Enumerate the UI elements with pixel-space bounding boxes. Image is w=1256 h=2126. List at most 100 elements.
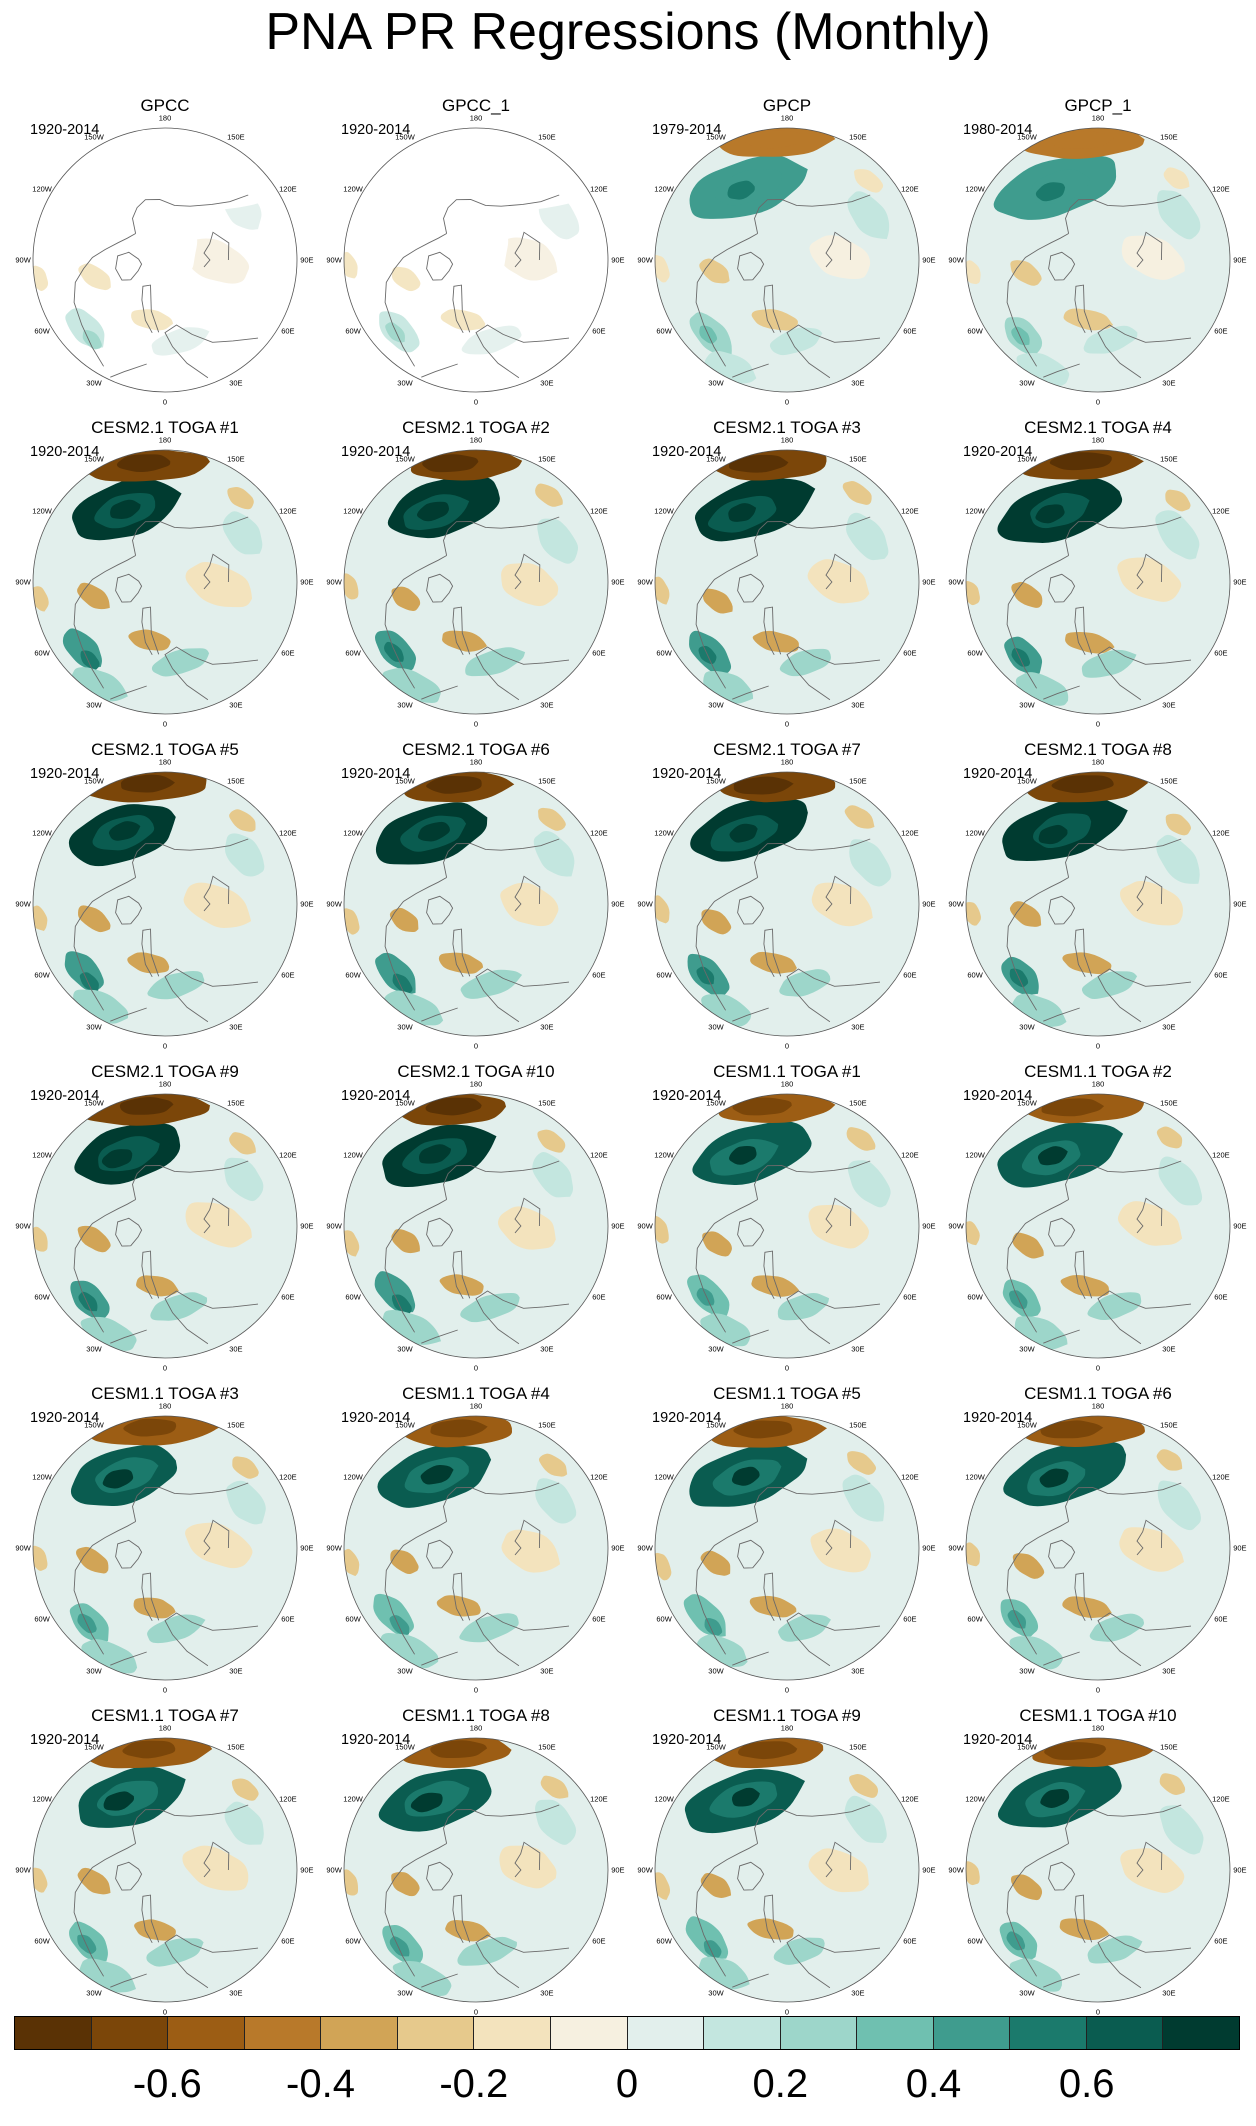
- coastline: [132, 516, 249, 556]
- coastline: [164, 1612, 259, 1667]
- polar-map: 180 150E 120E 90E 60E 30E 0 30W 60W 90W 120W 150W: [326, 436, 624, 729]
- polar-map: 180 150E 120E 90E 60E 30E 0 30W 60W 90W 120W 150W: [15, 114, 313, 407]
- anomaly-great-lakes-dry: [391, 586, 421, 611]
- coastline: [73, 555, 136, 689]
- longitude-label: 30W: [86, 1667, 102, 1676]
- longitude-label: 120W: [654, 1795, 675, 1804]
- longitude-label: 150E: [227, 455, 245, 464]
- anomaly-subtropical-pacific-dry-core: [1049, 452, 1112, 471]
- map-boundary: [965, 1415, 1231, 1681]
- coastline: [141, 1572, 160, 1622]
- longitude-label: 150E: [538, 455, 556, 464]
- colorbar-box: [857, 2017, 934, 2049]
- longitude-label: 60E: [1214, 327, 1227, 336]
- anomaly-great-lakes-dry: [78, 905, 111, 933]
- polar-map: 180 150E 120E 90E 60E 30E 0 30W 60W 90W 120W 150W: [948, 114, 1246, 407]
- anomaly-central-america-dry: [33, 586, 49, 612]
- anomaly-europe-wet: [1087, 1292, 1142, 1321]
- coastline: [514, 1519, 541, 1556]
- map-field: [966, 1416, 1230, 1680]
- longitude-label: 150W: [84, 1099, 105, 1108]
- anomaly-great-lakes-dry: [390, 1549, 419, 1575]
- polar-map: 180 150E 120E 90E 60E 30E 0 30W 60W 90W 120W 150W: [637, 1080, 935, 1373]
- longitude-label: 90W: [15, 256, 31, 265]
- anomaly-siberia-dry: [185, 562, 252, 608]
- colorbar-labels: -0.6 -0.4 -0.2 0 0.2 0.4 0.6: [0, 2060, 1256, 2110]
- longitude-label: 30W: [86, 1345, 102, 1354]
- coastline: [132, 1804, 249, 1844]
- map-panel: GPCC_1 1920-2014 180 150E 120E 90E 60E 30E 0 30W 6…: [321, 96, 631, 418]
- longitude-label: 150W: [706, 1099, 727, 1108]
- longitude-label: 0: [1096, 720, 1100, 729]
- polar-map: 180 150E 120E 90E 60E 30E 0 30W 60W 90W 120W 150W: [15, 1080, 313, 1373]
- longitude-label: 120E: [901, 1473, 919, 1482]
- longitude-label: 90E: [300, 1544, 313, 1553]
- longitude-label: 90W: [637, 1544, 653, 1553]
- longitude-label: 60W: [34, 1937, 50, 1946]
- longitude-label: 120W: [32, 1795, 53, 1804]
- longitude-label: 90E: [922, 900, 935, 909]
- coastline: [695, 877, 758, 1011]
- panel-title: CESM2.1 TOGA #4: [1024, 418, 1172, 437]
- anomaly-east-asia-dry: [232, 1456, 259, 1479]
- coastline: [786, 646, 881, 701]
- longitude-label: 30E: [540, 1667, 553, 1676]
- anomaly-subtropical-pacific-dry-core: [1044, 1742, 1107, 1760]
- coastline: [452, 1572, 471, 1622]
- map-panel: CESM1.1 TOGA #5 1920-2014 180 150E 120E 90E 60…: [632, 1384, 942, 1706]
- map-panel: CESM1.1 TOGA #7 1920-2014 180 150E 120E 90E 60…: [10, 1706, 320, 2028]
- map-panel: CESM2.1 TOGA #2 1920-2014 180 150E 120E 90E 60…: [321, 418, 631, 740]
- longitude-label: 30E: [1162, 379, 1175, 388]
- longitude-label: 60W: [34, 327, 50, 336]
- panel-title: CESM1.1 TOGA #4: [402, 1384, 550, 1403]
- map-field: [344, 128, 608, 392]
- anomaly-atlantic-wet: [71, 667, 128, 702]
- longitude-label: 150E: [538, 1421, 556, 1430]
- colorbar-box: [168, 2017, 245, 2049]
- anomaly-se-us-wet-core: [704, 1618, 723, 1637]
- map-boundary: [343, 1415, 609, 1681]
- coastline: [426, 895, 454, 925]
- longitude-label: 60E: [592, 1937, 605, 1946]
- longitude-label: 30E: [1162, 701, 1175, 710]
- longitude-label: 30E: [851, 1989, 864, 1998]
- anomaly-asia-wet: [849, 839, 892, 887]
- coastline: [763, 1894, 782, 1944]
- coastline: [1006, 1199, 1069, 1333]
- longitude-label: 60W: [34, 1293, 50, 1302]
- coastline: [115, 1861, 143, 1891]
- map-field: [33, 1416, 297, 1680]
- coastline: [1065, 1160, 1182, 1200]
- coastline: [426, 1539, 454, 1569]
- coastline: [132, 1482, 249, 1522]
- anomaly-great-lakes-dry: [78, 263, 111, 291]
- panel-title: CESM1.1 TOGA #9: [713, 1706, 861, 1725]
- coastline: [73, 877, 136, 1011]
- longitude-label: 180: [470, 1080, 483, 1089]
- longitude-label: 180: [470, 114, 483, 123]
- map-panel-grid: GPCC 1920-2014 180 150E 120E 90E 60E 30E 0 30W 60W…: [10, 96, 1246, 2028]
- longitude-label: 120E: [901, 1151, 919, 1160]
- coastline: [786, 1290, 881, 1345]
- coastline: [110, 1651, 147, 1666]
- longitude-label: 150E: [1160, 133, 1178, 142]
- anomaly-europe-wet: [1081, 649, 1137, 678]
- coastline: [1136, 875, 1163, 912]
- coastline: [1043, 685, 1080, 700]
- anomaly-siberia-dry: [499, 237, 558, 281]
- longitude-label: 30E: [540, 1989, 553, 1998]
- anomaly-europe-wet: [779, 969, 831, 997]
- missing-data-pacific: [33, 128, 297, 213]
- coastline: [1065, 838, 1182, 878]
- coastline: [825, 231, 852, 268]
- coastline: [1097, 1290, 1192, 1345]
- anomaly-east-asia-dry: [229, 1132, 256, 1155]
- longitude-label: 180: [781, 114, 794, 123]
- anomaly-siberia-dry: [498, 1206, 556, 1250]
- longitude-label: 30W: [86, 701, 102, 710]
- map-panel: CESM1.1 TOGA #4 1920-2014 180 150E 120E 90E 60…: [321, 1384, 631, 1706]
- longitude-label: 0: [474, 1042, 478, 1051]
- anomaly-europe-wet: [146, 1938, 204, 1967]
- anomaly-europe-wet: [465, 647, 526, 677]
- longitude-label: 0: [163, 2008, 167, 2017]
